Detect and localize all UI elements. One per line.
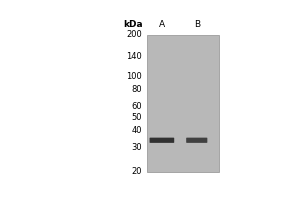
Text: 80: 80 bbox=[131, 85, 142, 94]
Bar bbox=[147, 35, 219, 172]
Text: 20: 20 bbox=[132, 167, 142, 176]
Text: 100: 100 bbox=[126, 72, 142, 81]
Text: A: A bbox=[159, 20, 165, 29]
Text: 200: 200 bbox=[126, 30, 142, 39]
FancyBboxPatch shape bbox=[186, 138, 207, 143]
Text: 60: 60 bbox=[131, 102, 142, 111]
Text: 140: 140 bbox=[126, 52, 142, 61]
FancyBboxPatch shape bbox=[150, 138, 174, 143]
Text: 40: 40 bbox=[132, 126, 142, 135]
Text: B: B bbox=[194, 20, 200, 29]
Text: 30: 30 bbox=[131, 143, 142, 152]
Text: kDa: kDa bbox=[123, 20, 142, 29]
Text: 50: 50 bbox=[132, 113, 142, 122]
